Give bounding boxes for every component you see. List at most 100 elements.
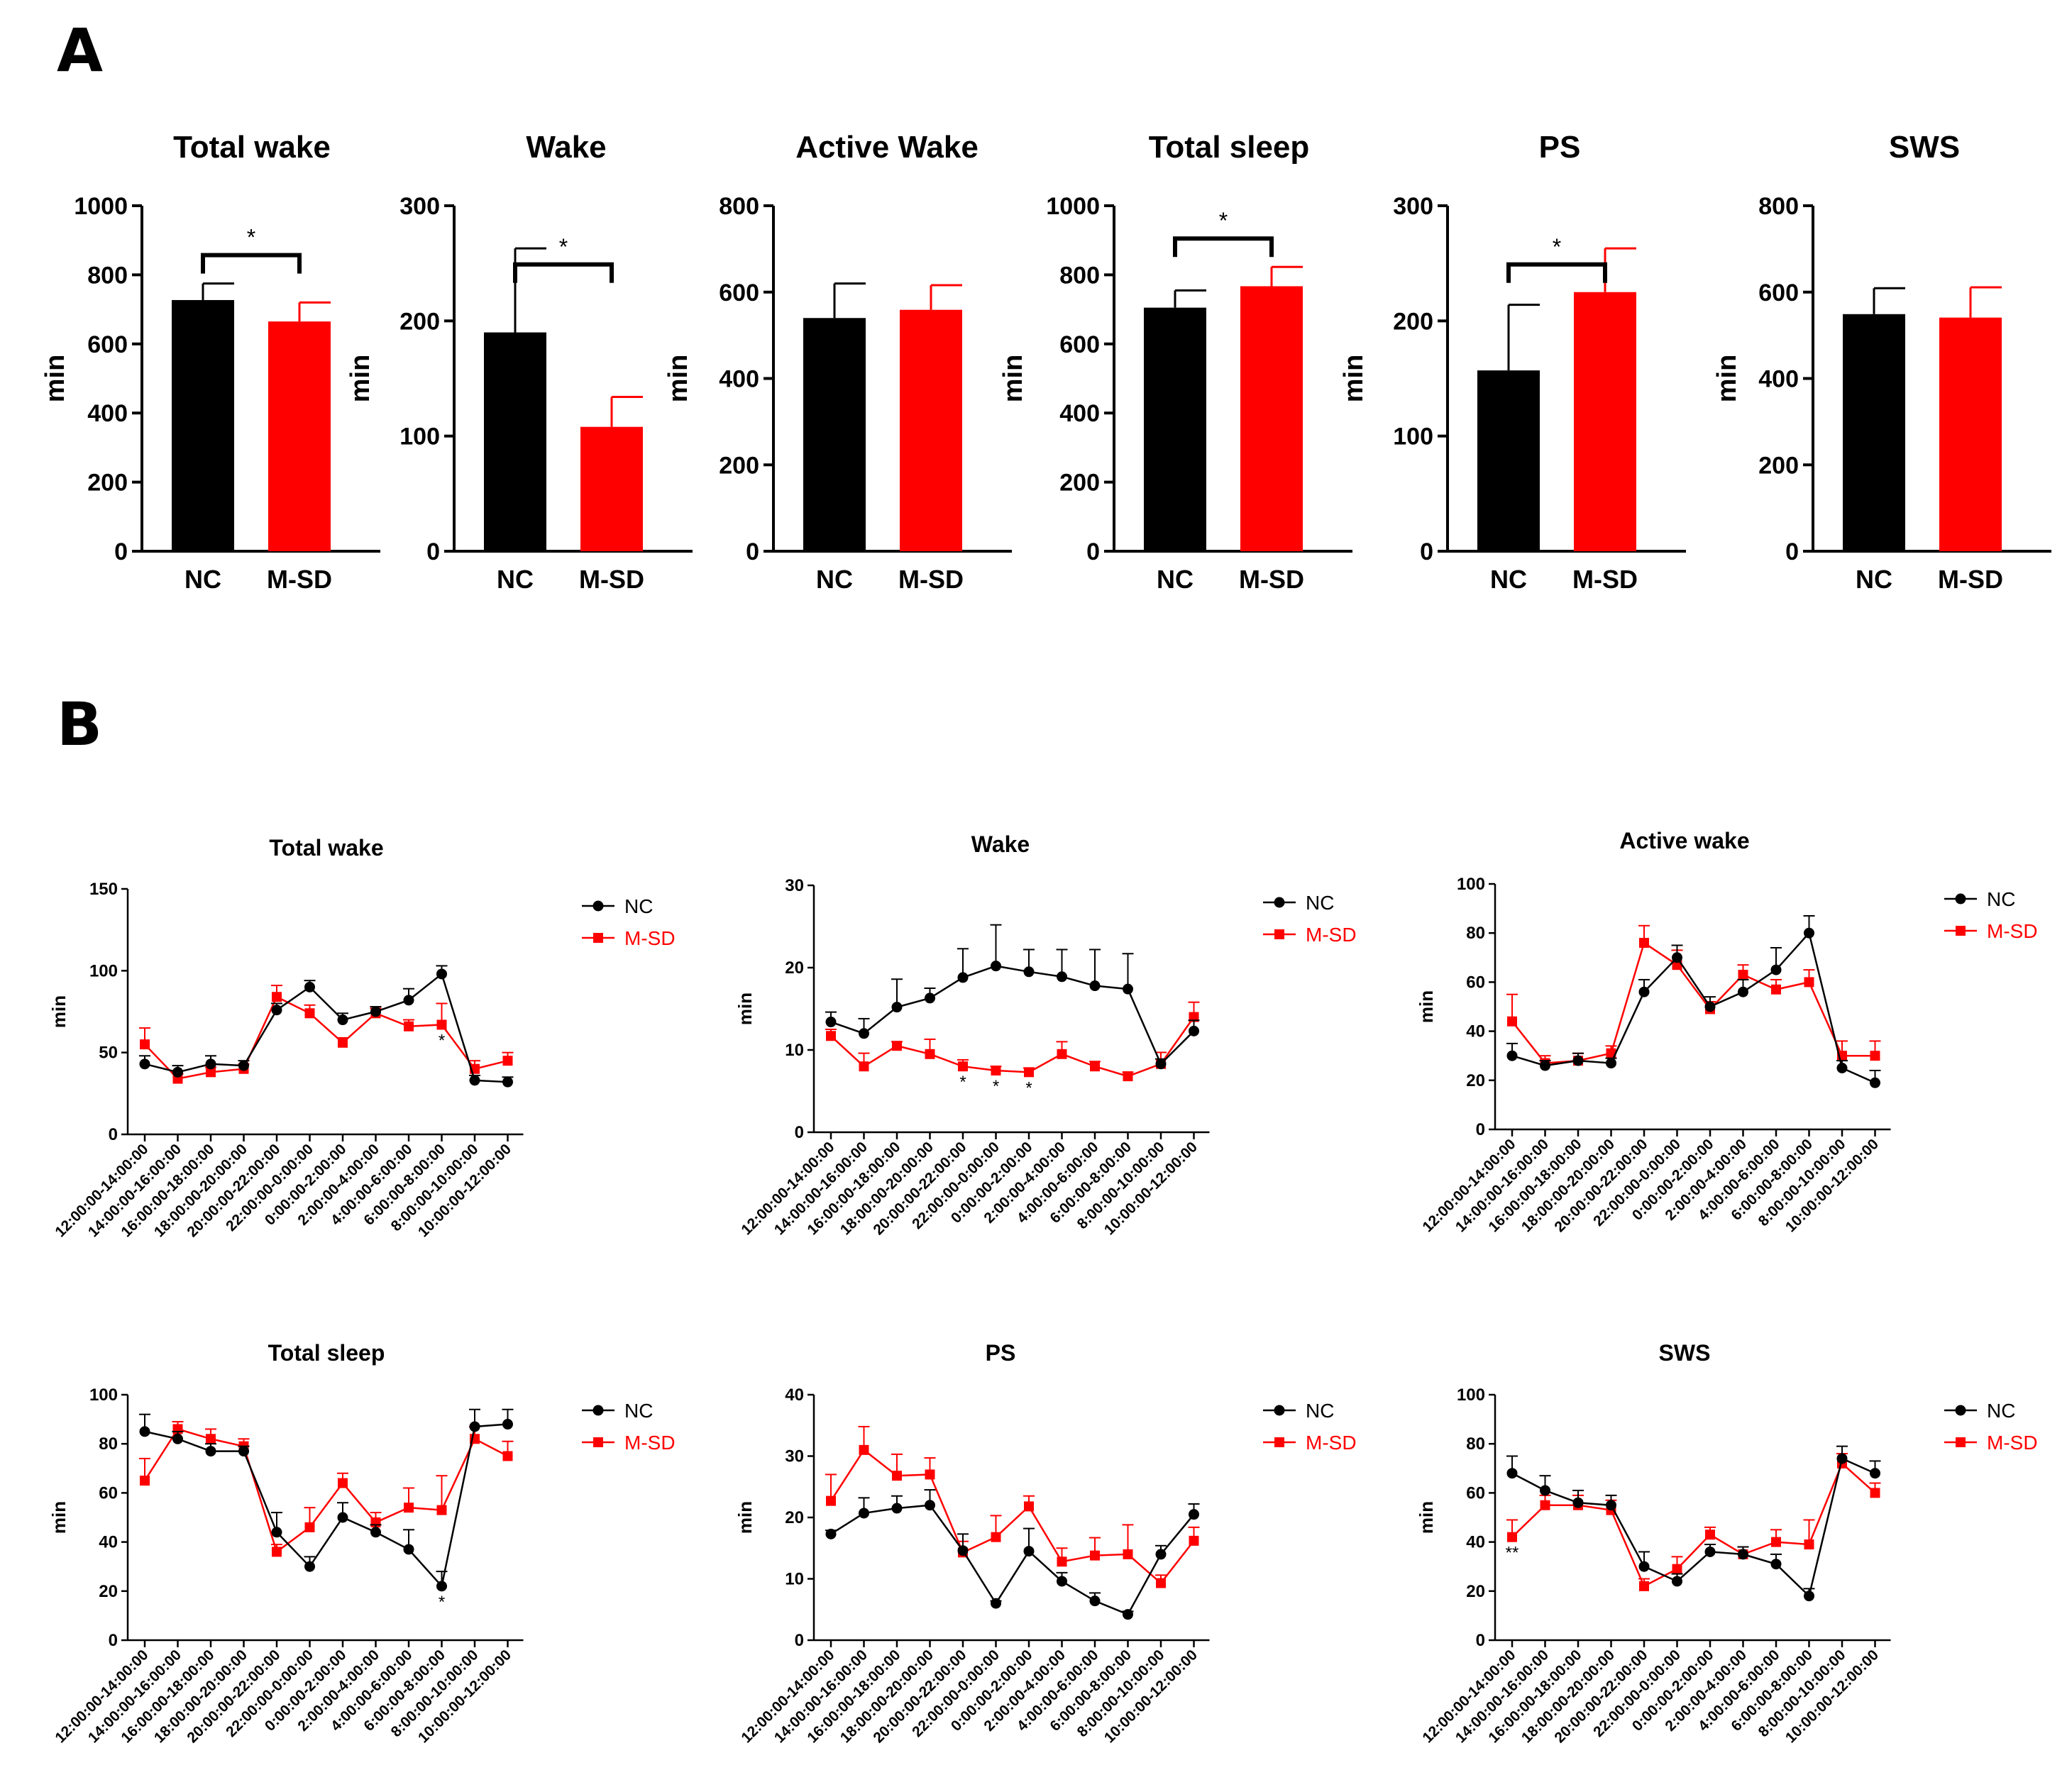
- category-label: NC: [184, 565, 221, 594]
- y-axis-label: min: [998, 355, 1028, 403]
- data-point-nc: [1770, 1559, 1782, 1570]
- y-tick-label: 50: [99, 1044, 118, 1063]
- data-point-msd: [338, 1037, 348, 1048]
- line-chart-4: Total sleepmin02040608010012:00:00-14:00…: [48, 1340, 676, 1746]
- y-tick-label: 20: [785, 958, 804, 978]
- data-point-nc: [991, 1598, 1001, 1609]
- y-tick-label: 150: [89, 880, 118, 899]
- data-point-nc: [1089, 1595, 1101, 1607]
- data-point-nc: [1540, 1060, 1550, 1071]
- bar-nc: [803, 318, 866, 551]
- significance-star: *: [993, 1077, 999, 1096]
- data-point-nc: [1189, 1509, 1199, 1520]
- data-point-nc: [370, 1527, 381, 1538]
- data-point-nc: [1057, 971, 1067, 983]
- significance-star: *: [1553, 234, 1561, 260]
- legend-label-msd: M-SD: [624, 927, 676, 949]
- y-tick-label: 0: [1476, 1631, 1485, 1650]
- bar-chart-title: SWS: [1889, 130, 1960, 165]
- legend-label-nc: NC: [1306, 1400, 1334, 1422]
- series-line: [144, 1423, 508, 1588]
- significance-bracket: [201, 253, 302, 274]
- significance-star: *: [1025, 1078, 1032, 1097]
- data-point-msd: [272, 1547, 282, 1557]
- bar-chart-5: PS min 0 100 200 300 NC M-SD *: [1339, 130, 1686, 594]
- bar-chart-title: PS: [1539, 130, 1581, 165]
- bar-nc: [1144, 307, 1206, 551]
- data-point-nc: [271, 1005, 282, 1016]
- y-tick-label: 0: [114, 538, 128, 565]
- data-point-msd: [1189, 1012, 1199, 1022]
- series-line: [1511, 1461, 1876, 1588]
- y-tick-label: 20: [99, 1582, 118, 1601]
- data-point-msd: [206, 1434, 216, 1444]
- category-label: NC: [1490, 565, 1527, 594]
- y-tick-label: 800: [1758, 193, 1799, 220]
- series-line: [830, 1504, 1195, 1616]
- data-point-msd: [859, 1444, 869, 1455]
- data-point-nc: [1606, 1500, 1616, 1511]
- y-tick-label: 600: [1758, 280, 1799, 306]
- legend-marker-msd: [1274, 1437, 1284, 1447]
- y-axis-label: min: [48, 1501, 70, 1534]
- legend-label-nc: NC: [1306, 892, 1334, 914]
- data-point-nc: [825, 1017, 837, 1028]
- data-point-nc: [238, 1060, 249, 1071]
- series-nc: [1506, 1445, 1881, 1602]
- y-tick-label: 1000: [1046, 193, 1100, 220]
- series-nc: [825, 1489, 1200, 1620]
- data-point-nc: [859, 1508, 869, 1519]
- significance-star: *: [959, 1073, 966, 1092]
- y-tick-label: 60: [1466, 1483, 1485, 1503]
- data-point-nc: [1089, 980, 1101, 992]
- y-tick-label: 200: [399, 308, 440, 335]
- line-chart-title: PS: [986, 1340, 1016, 1366]
- y-tick-label: 200: [1059, 470, 1100, 497]
- bar-chart-title: Wake: [526, 130, 606, 165]
- y-tick-label: 100: [399, 424, 440, 450]
- series-msd: [825, 1425, 1200, 1588]
- legend-label-nc: NC: [624, 895, 653, 917]
- y-tick-label: 0: [109, 1125, 118, 1144]
- data-point-msd: [338, 1478, 348, 1488]
- legend: NC M-SD: [1944, 1400, 2038, 1454]
- category-label: NC: [497, 565, 534, 594]
- y-axis-label: min: [346, 355, 375, 403]
- data-point-msd: [1090, 1550, 1100, 1561]
- y-tick-label: 40: [99, 1533, 118, 1552]
- data-point-nc: [271, 1527, 282, 1538]
- y-axis-label: min: [1416, 1501, 1437, 1534]
- legend: NC M-SD: [1263, 892, 1357, 946]
- legend-label-msd: M-SD: [1306, 1432, 1357, 1454]
- y-axis-label: min: [40, 355, 70, 403]
- y-tick-label: 0: [1785, 538, 1799, 565]
- y-tick-label: 400: [87, 400, 128, 427]
- data-point-nc: [1672, 952, 1682, 963]
- data-point-msd: [1123, 1549, 1133, 1559]
- y-axis-label: min: [1712, 355, 1742, 403]
- data-point-msd: [958, 1061, 968, 1072]
- category-label: NC: [816, 565, 853, 594]
- data-point-nc: [1023, 1546, 1035, 1557]
- y-tick-label: 0: [1420, 538, 1433, 565]
- significance-star: *: [247, 225, 255, 250]
- legend-marker-nc: [1274, 897, 1285, 908]
- y-tick-label: 20: [785, 1508, 804, 1527]
- data-point-nc: [1155, 1549, 1167, 1560]
- series-msd: [1506, 1453, 1881, 1591]
- bar-chart-2: Wake min 0 100 200 300 NC M-SD *: [346, 130, 693, 594]
- data-point-msd: [991, 1066, 1001, 1075]
- legend-marker-nc: [1955, 893, 1966, 905]
- data-point-nc: [1606, 1058, 1616, 1069]
- data-point-nc: [1155, 1058, 1167, 1070]
- y-tick-label: 10: [785, 1041, 804, 1060]
- legend-marker-nc: [1955, 1405, 1966, 1416]
- y-tick-label: 0: [795, 1123, 804, 1142]
- y-tick-label: 800: [719, 193, 759, 220]
- line-chart-2: Wakemin010203012:00:00-14:00:0014:00:00-…: [734, 831, 1357, 1238]
- data-point-nc: [1023, 966, 1035, 978]
- series-line: [1511, 1457, 1876, 1598]
- data-point-msd: [140, 1039, 150, 1050]
- y-tick-label: 100: [89, 1386, 118, 1405]
